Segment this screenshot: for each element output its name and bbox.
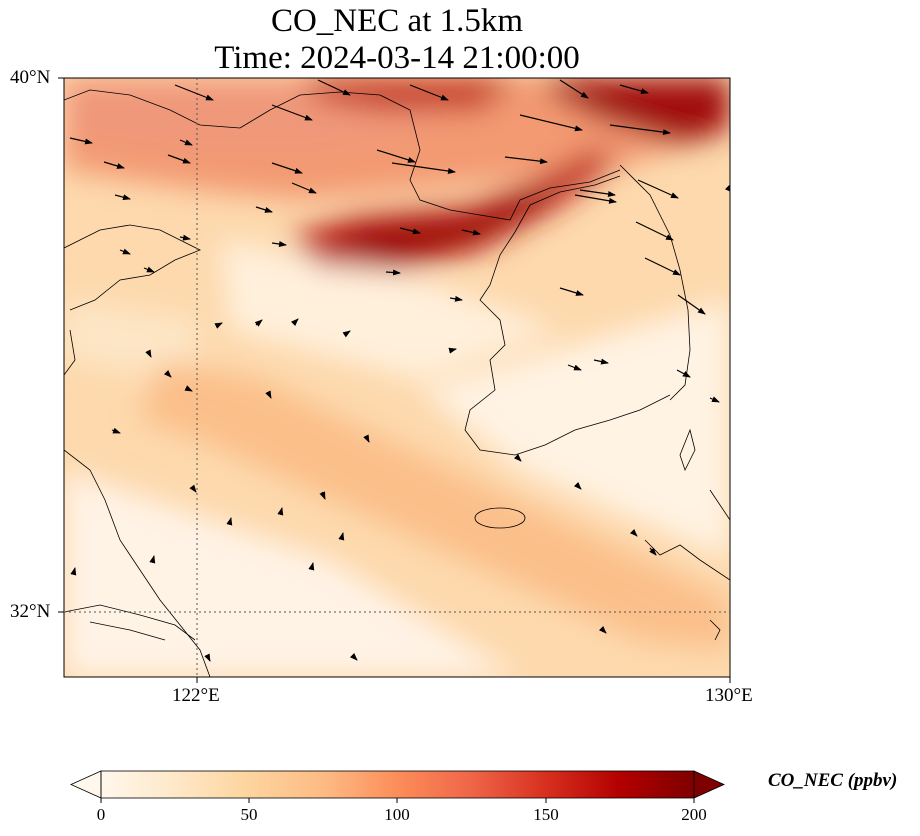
wind-arrow xyxy=(520,460,521,461)
lat-tick-label-40n: 40°N xyxy=(10,68,50,88)
colorbar-extend-high xyxy=(694,771,724,798)
wind-arrow xyxy=(580,488,581,489)
colorbar-label: CO_NEC (ppbv) xyxy=(768,770,897,792)
wind-arrow xyxy=(605,632,606,633)
colorbar-gradient xyxy=(101,771,694,798)
colorbar-tick-200: 200 xyxy=(674,806,714,824)
wind-arrow xyxy=(636,535,637,536)
colorbar-extend-low xyxy=(71,771,101,798)
colorbar-tick-150: 150 xyxy=(526,806,566,824)
concentration-field xyxy=(64,78,730,677)
lon-tick-label-122e: 122°E xyxy=(172,686,220,706)
map-figure xyxy=(0,0,920,836)
colorbar-tick-0: 0 xyxy=(81,806,121,824)
colorbar-tick-50: 50 xyxy=(229,806,269,824)
colorbar xyxy=(71,771,724,803)
wind-arrow xyxy=(170,376,171,377)
lat-tick-label-32n: 32°N xyxy=(10,602,50,622)
colorbar-tick-100: 100 xyxy=(377,806,417,824)
lon-tick-label-130e: 130°E xyxy=(705,686,753,706)
